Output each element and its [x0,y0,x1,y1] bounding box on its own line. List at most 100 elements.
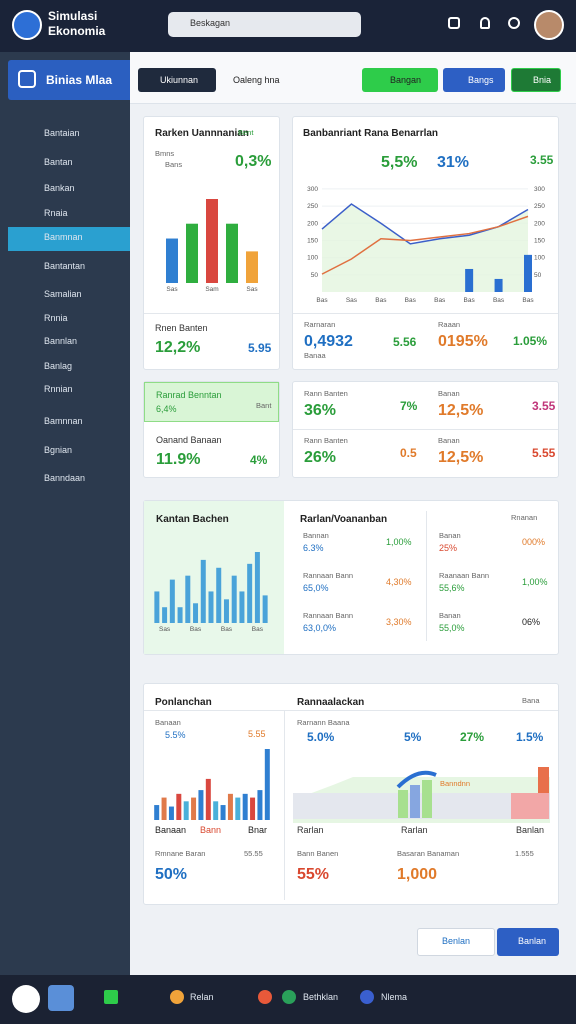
button-label[interactable]: Banlan [518,936,547,946]
stat-side: 55.55 [244,849,263,858]
row-label: Bannan [303,531,329,540]
menu-item[interactable]: Bamnnan [44,416,83,426]
taskbar-label[interactable]: Relan [190,992,214,1002]
button-label[interactable]: Benlan [442,936,471,946]
bar [176,793,182,820]
menu-item[interactable]: Bantantan [44,261,86,271]
bar [161,797,167,820]
alert-icon[interactable] [480,17,490,29]
bar [524,254,532,292]
stat-value: 50% [155,866,188,883]
menu-item[interactable]: Rnaia [44,208,68,218]
card-highlight [144,501,284,654]
taskbar-label[interactable]: Bethklan [303,992,339,1002]
tab[interactable]: Oaleng hna [233,75,280,85]
table-title: Rarlan/Voananban [300,514,388,525]
start-button[interactable] [12,985,40,1013]
menu-item[interactable]: Banlag [44,361,73,371]
menu-item[interactable]: Banmnan [44,232,83,242]
menu-item[interactable]: Bantaian [44,128,80,138]
stat-label: Rarnaran [304,320,336,329]
stat-value: 36% [304,402,337,419]
stat-label: Rmnane Baran [155,849,206,858]
y-tick-label: 300 [307,186,318,193]
taskbar-app[interactable] [48,985,74,1011]
button-blue[interactable] [443,68,505,92]
bar [227,793,233,820]
taskbar-app[interactable] [170,990,184,1004]
bar [200,559,206,623]
bar [465,268,474,292]
button-green[interactable] [362,68,438,92]
bar [235,797,241,820]
bar-chart [154,749,270,820]
kpi: 5.5% [165,730,186,740]
legend-label: Bmns [155,149,175,158]
area [322,204,528,292]
search-placeholder[interactable]: Beskagan [190,18,231,28]
bar [185,575,191,623]
settings-icon[interactable] [508,17,520,29]
x-tick-label: Bas [375,297,387,304]
stat-label: Rann Banten [304,436,348,445]
row-value: 4,30% [386,577,412,587]
tab-active[interactable] [138,68,216,92]
row-value: 3,30% [386,617,412,627]
button-primary[interactable] [497,928,559,956]
kpi: 6,4% [156,404,177,414]
button-label[interactable]: Bnia [533,75,552,85]
button-label[interactable]: Bangan [390,75,422,85]
button-secondary[interactable] [417,928,495,956]
y-tick-label: 250 [534,203,545,210]
x-tick-label: Bas [221,626,233,633]
divider [426,511,427,641]
button-label[interactable]: Bangs [468,75,494,85]
y-tick-label: 200 [534,220,545,227]
bar [206,199,218,283]
tab[interactable]: Ukiunnan [160,75,199,85]
bar [166,238,178,283]
y-tick-label: 150 [534,237,545,244]
search-box[interactable] [168,12,361,37]
stat-side: 0.5 [400,446,417,460]
menu-item[interactable]: Bannlan [44,336,78,346]
filter[interactable]: Rnanan [511,513,538,522]
taskbar-app[interactable] [360,990,374,1004]
menu-item[interactable]: Bankan [44,183,75,193]
taskbar-app[interactable] [104,990,118,1004]
x-tick-label: Bas [434,297,446,304]
taskbar-app[interactable] [282,990,296,1004]
sidebar-icon [18,70,36,88]
menu-item[interactable]: Samalian [44,289,82,299]
avatar[interactable] [534,10,564,40]
menu-item[interactable]: Bgnian [44,445,73,455]
taskbar-label[interactable]: Nlema [381,992,408,1002]
x-tick-label: Bas [522,297,534,304]
menu-item[interactable]: Banndaan [44,473,86,483]
line [321,215,529,275]
menu-item[interactable]: Bantan [44,157,73,167]
taskbar-app[interactable] [258,990,272,1004]
bar [177,607,183,623]
active-item[interactable] [8,227,130,251]
card-title: Rarken Uannnanian [155,128,249,139]
stat-label: Raaan [438,320,461,329]
card-sub: Banaan [155,718,181,727]
x-tick-label: Bas [190,626,202,633]
divider [293,429,558,430]
badge: Bant [256,401,272,410]
stat-value: 1,000 [397,866,438,883]
badge: Bana [522,696,540,705]
x-label: Banaan [155,825,187,835]
menu-item[interactable]: Rnnia [44,313,68,323]
menu-item[interactable]: Rnnian [44,384,73,394]
row-value: 65,0% [303,583,329,593]
notification-icon[interactable] [448,17,460,29]
kpi: 0,3% [235,153,272,170]
bar [220,805,226,820]
x-tick-label: Bas [493,297,505,304]
bar [226,223,238,283]
button-outline[interactable] [511,68,561,92]
card [292,381,559,478]
